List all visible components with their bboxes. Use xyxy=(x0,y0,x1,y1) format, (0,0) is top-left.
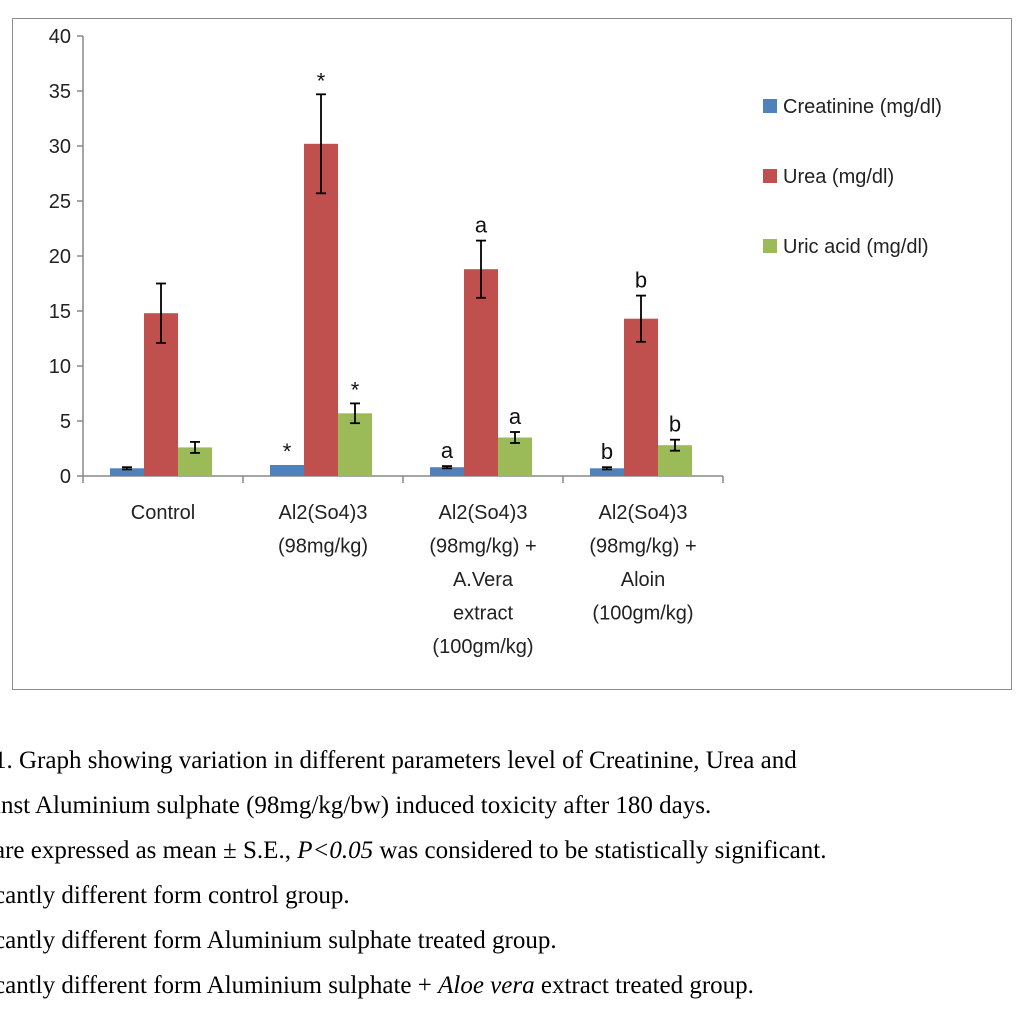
legend-label: Uric acid (mg/dl) xyxy=(783,236,929,258)
y-tick-label: 0 xyxy=(60,466,71,488)
legend: Creatinine (mg/dl) Urea (mg/dl) Uric acid … xyxy=(763,96,942,258)
y-tick-label: 15 xyxy=(49,301,71,323)
significance-mark: b xyxy=(635,268,647,293)
x-category-label: (98mg/kg) + xyxy=(429,536,536,558)
y-axis: 0 5 10 15 20 25 30 35 40 xyxy=(49,26,84,488)
significance-mark: a xyxy=(441,438,454,463)
significance-mark: * xyxy=(283,439,292,464)
significance-mark: b xyxy=(601,439,613,464)
figure-caption: 1. Graph showing variation in different … xyxy=(0,738,1024,1024)
x-category-label: extract xyxy=(453,603,513,625)
significance-mark: b xyxy=(669,412,681,437)
caption-line-6a: cantly different form Aluminium sulphate… xyxy=(0,972,439,999)
caption-line-3a: are expressed as mean ± S.E., xyxy=(0,837,298,864)
caption-line-2: inst Aluminium sulphate (98mg/kg/bw) ind… xyxy=(0,792,712,819)
x-axis: Control Al2(So4)3 (98mg/kg) Al2(So4)3 (98mg/… xyxy=(82,475,724,658)
bar xyxy=(498,437,532,476)
caption-aloe-vera: Aloe vera xyxy=(438,972,535,999)
bar xyxy=(270,465,304,476)
x-category-label: Aloin xyxy=(621,569,665,591)
bar xyxy=(590,468,624,476)
y-tick-label: 30 xyxy=(49,136,71,158)
bar-chart: 0 5 10 15 20 25 30 35 40 Control Al2(So4)3 (98mg/k… xyxy=(49,26,942,658)
legend-label: Urea (mg/dl) xyxy=(783,166,894,188)
caption-line-6c: extract treated group. xyxy=(534,972,754,999)
y-tick-label: 25 xyxy=(49,191,71,213)
y-tick-label: 40 xyxy=(49,26,71,48)
x-category-label: Control xyxy=(131,502,195,524)
x-category-label: (98mg/kg) + xyxy=(589,536,696,558)
caption-line-4: cantly different form control group. xyxy=(0,882,350,909)
legend-swatch xyxy=(763,169,777,183)
x-category-label: A.Vera xyxy=(453,569,514,591)
y-tick-label: 20 xyxy=(49,246,71,268)
bar xyxy=(624,318,658,476)
x-category-label: (98mg/kg) xyxy=(278,536,368,558)
legend-swatch xyxy=(763,239,777,253)
legend-label: Creatinine (mg/dl) xyxy=(783,96,942,118)
caption-line-5: cantly different form Aluminium sulphate… xyxy=(0,927,557,954)
bar xyxy=(304,143,338,477)
significance-mark: a xyxy=(509,404,522,429)
x-category-label: Al2(So4)3 xyxy=(439,502,528,524)
bar xyxy=(430,467,464,476)
caption-line-6: cantly different form Aluminium sulphate… xyxy=(0,963,1018,1008)
bar xyxy=(110,468,144,476)
x-category-label: (100gm/kg) xyxy=(592,603,693,625)
x-category-label: Al2(So4)3 xyxy=(279,502,368,524)
bars: * a b * a b * a b xyxy=(110,68,692,477)
caption-line-3c: was considered to be statistically signi… xyxy=(373,837,827,864)
chart-frame: 0 5 10 15 20 25 30 35 40 Control Al2(So4)3 (98mg/k… xyxy=(12,18,1012,690)
x-category-label: (100gm/kg) xyxy=(432,636,533,658)
bar xyxy=(464,269,498,476)
caption-line-3: are expressed as mean ± S.E., P<0.05 was… xyxy=(0,828,1018,873)
y-tick-label: 10 xyxy=(49,356,71,378)
y-tick-label: 35 xyxy=(49,81,71,103)
significance-mark: a xyxy=(475,213,488,238)
significance-mark: * xyxy=(317,68,326,93)
y-tick-label: 5 xyxy=(60,411,71,433)
caption-line-1: 1. Graph showing variation in different … xyxy=(0,747,797,774)
legend-swatch xyxy=(763,99,777,113)
significance-mark: * xyxy=(351,377,360,402)
x-category-label: Al2(So4)3 xyxy=(599,502,688,524)
caption-p-value: P<0.05 xyxy=(297,837,374,864)
